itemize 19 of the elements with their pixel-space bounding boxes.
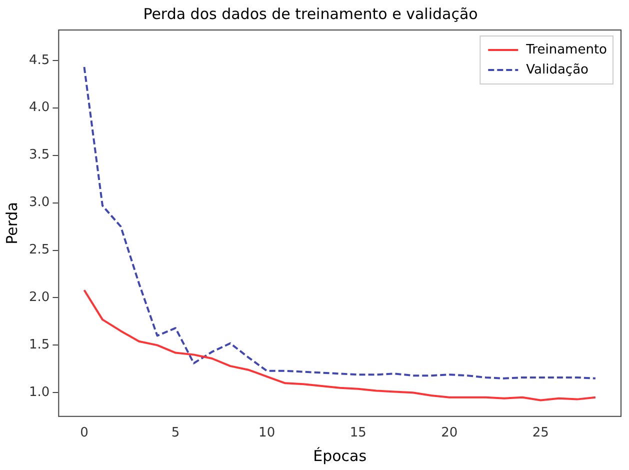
x-axis-title: Épocas <box>313 446 367 465</box>
y-tick-label: 1.5 <box>28 338 50 353</box>
x-tick-label: 0 <box>80 426 88 441</box>
y-tick-label: 4.5 <box>28 52 50 68</box>
y-tick-label: 2.0 <box>28 290 50 306</box>
legend-label: Treinamento <box>525 42 608 58</box>
x-tick-label: 5 <box>171 426 180 441</box>
y-tick-label: 3.5 <box>28 148 50 163</box>
y-axis-title: Perda <box>2 202 21 244</box>
x-tick-label: 20 <box>441 426 458 441</box>
y-tick-label: 1.0 <box>28 385 50 400</box>
y-tick-label: 3.0 <box>28 195 50 210</box>
y-tick-label: 2.5 <box>28 242 50 258</box>
chart-title: Perda dos dados de treinamento e validação <box>143 4 478 23</box>
x-tick-label: 15 <box>350 426 366 441</box>
y-tick-label: 4.0 <box>28 100 50 116</box>
x-tick-label: 25 <box>532 426 549 441</box>
x-tick-label: 10 <box>258 426 276 441</box>
legend-label: Validação <box>526 62 589 78</box>
